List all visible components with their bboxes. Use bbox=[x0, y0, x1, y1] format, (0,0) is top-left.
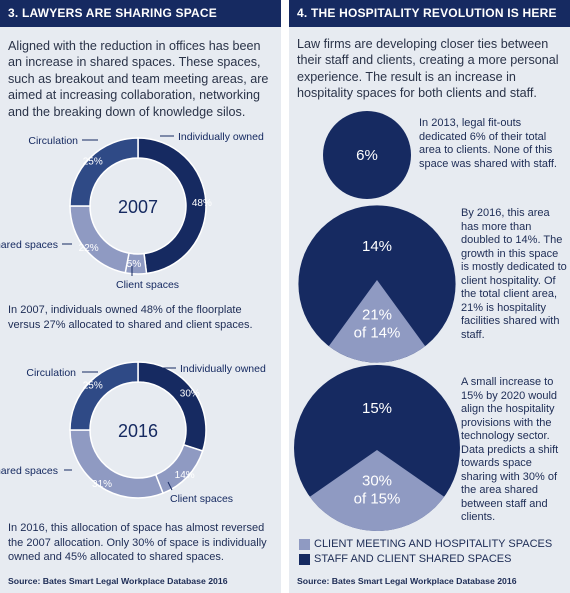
text-2016: By 2016, this area has more than doubled… bbox=[461, 207, 567, 341]
total-value-label: 14% bbox=[362, 238, 392, 255]
donut-2007: 48% 5% 22% 25% 2007 Individually owned Client … bbox=[0, 131, 264, 291]
right-header: 4. THE HOSPITALITY REVOLUTION IS HERE bbox=[289, 0, 570, 27]
donut-center-year: 2007 bbox=[118, 197, 158, 217]
donut-2016: 30% 14% 31% 25% 2016 Individually owned Client… bbox=[0, 361, 266, 505]
hospitality-circle-2020: 30%of 15% 15% bbox=[294, 365, 460, 532]
left-intro: Aligned with the reduction in offices ha… bbox=[8, 39, 269, 119]
donut-value-label: 31% bbox=[92, 479, 112, 490]
shared-value-label: 21% bbox=[362, 306, 392, 323]
hospitality-circle-2013: 6% bbox=[323, 111, 411, 199]
legend-label-client: CLIENT MEETING AND HOSPITALITY SPACES bbox=[314, 538, 553, 550]
legend-swatch-light bbox=[299, 538, 310, 550]
donut-charts: 48% 5% 22% 25% 2007 Individually owned Client … bbox=[0, 131, 266, 505]
donut-category-label: Shared spaces bbox=[0, 239, 58, 251]
legend-item-shared: STAFF AND CLIENT SHARED SPACES bbox=[299, 553, 511, 565]
donut-category-label: Client spaces bbox=[116, 279, 179, 291]
total-value-label: 6% bbox=[356, 147, 378, 164]
total-value-label: 15% bbox=[362, 400, 392, 417]
hospitality-circles: 6% 21%of 14% 14% 30%of 15% 15% bbox=[294, 111, 460, 532]
donut-slice-circulation bbox=[69, 361, 139, 431]
donut-slice-circulation bbox=[69, 137, 139, 207]
donut-value-label: 5% bbox=[127, 259, 142, 270]
caption-2007: In 2007, individuals owned 48% of the fl… bbox=[8, 304, 253, 331]
circle-shared-wedge bbox=[328, 280, 426, 363]
donut-value-label: 14% bbox=[175, 470, 195, 481]
donut-value-label: 25% bbox=[83, 381, 103, 392]
circle-total-area bbox=[323, 111, 411, 199]
hospitality-circle-2016: 21%of 14% 14% bbox=[298, 205, 456, 363]
left-source: Source: Bates Smart Legal Workplace Data… bbox=[8, 576, 228, 586]
legend-label-shared: STAFF AND CLIENT SHARED SPACES bbox=[314, 553, 512, 565]
legend-swatch-navy bbox=[299, 553, 310, 565]
right-panel: 4. THE HOSPITALITY REVOLUTION IS HERE La… bbox=[289, 0, 570, 593]
circle-shared-wedge bbox=[309, 450, 445, 532]
shared-value-label: 30% bbox=[362, 472, 392, 489]
left-panel: 3. LAWYERS ARE SHARING SPACE Aligned wit… bbox=[0, 0, 281, 593]
shared-value-label-of: of 14% bbox=[354, 324, 401, 341]
donut-value-label: 48% bbox=[192, 198, 212, 209]
text-2013: In 2013, legal fit-outs dedicated 6% of … bbox=[419, 117, 557, 170]
donut-category-label: Circulation bbox=[26, 367, 76, 379]
donut-category-label: Individually owned bbox=[178, 131, 264, 143]
shared-value-label-of: of 15% bbox=[354, 490, 401, 507]
caption-2016: In 2016, this allocation of space has al… bbox=[8, 522, 267, 563]
donut-category-label: Circulation bbox=[28, 135, 78, 147]
donut-category-label: Client spaces bbox=[170, 493, 233, 505]
callout-line bbox=[167, 481, 173, 491]
text-2020: A small increase to 15% by 2020 would al… bbox=[461, 376, 559, 523]
donut-value-label: 22% bbox=[79, 243, 99, 254]
donut-center-year: 2016 bbox=[118, 421, 158, 441]
left-header: 3. LAWYERS ARE SHARING SPACE bbox=[0, 0, 281, 27]
legend-item-client: CLIENT MEETING AND HOSPITALITY SPACES bbox=[299, 538, 552, 550]
donut-value-label: 25% bbox=[83, 157, 103, 168]
right-source: Source: Bates Smart Legal Workplace Data… bbox=[297, 576, 517, 586]
donut-value-label: 30% bbox=[180, 388, 200, 399]
donut-category-label: Shared spaces bbox=[0, 465, 58, 477]
donut-category-label: Individually owned bbox=[180, 363, 266, 375]
right-intro: Law firms are developing closer ties bet… bbox=[297, 37, 559, 101]
